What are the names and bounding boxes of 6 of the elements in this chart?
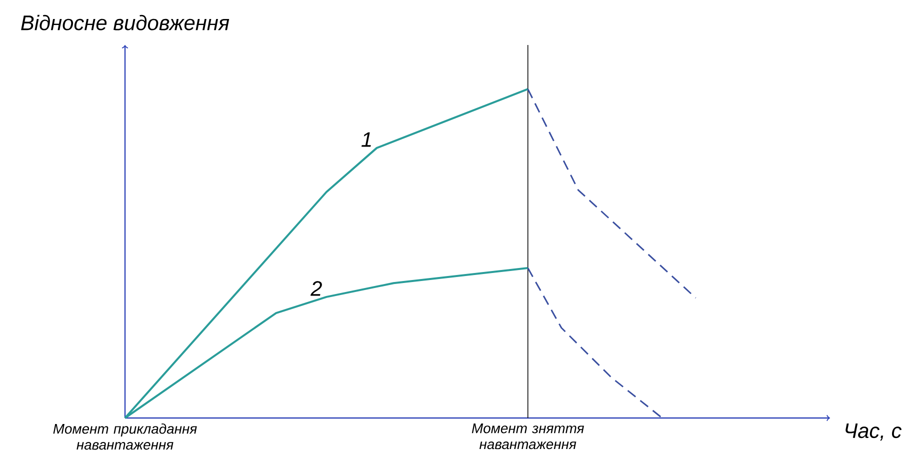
x-axis-title: Час, с xyxy=(846,424,902,441)
series-label: 1 xyxy=(362,132,371,147)
x-tick-label: Момент прикладання навантаження xyxy=(53,423,197,450)
series-label: 2 xyxy=(310,281,322,296)
y-axis-title: Відносне видовження xyxy=(21,14,230,30)
x-tick-label: Момент зняття навантаження xyxy=(472,424,584,450)
